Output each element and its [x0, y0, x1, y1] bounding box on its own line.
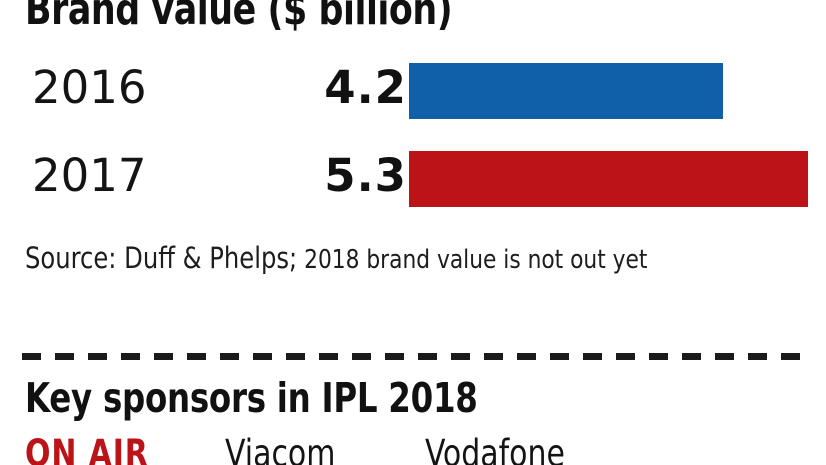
bar-row-year-label: 2017: [32, 149, 147, 202]
sponsor-logo-on-air: ON AIR: [25, 434, 149, 465]
bar-row: 2016 4.2: [0, 60, 826, 120]
source-note: Source: Duff & Phelps; 2018 brand value …: [25, 243, 750, 276]
bar-row-value-label: 4.2: [324, 61, 407, 114]
sponsor-row: ON AIR Viacom Vodafone: [25, 434, 825, 465]
source-note-tail: 2018 brand value is not out yet: [297, 245, 648, 275]
dashed-divider: [22, 353, 808, 360]
bar-2017: [409, 151, 808, 207]
bar-row: 2017 5.3: [0, 148, 826, 208]
chart-title: Brand value ($ billion): [25, 0, 453, 35]
source-note-lead: Source: Duff & Phelps;: [25, 241, 298, 275]
bar-2016: [409, 63, 723, 119]
sponsor-logo-viacom: Viacom: [225, 434, 336, 465]
sponsor-logo-vodafone: Vodafone: [425, 434, 565, 465]
bar-row-value-label: 5.3: [324, 149, 407, 202]
section-heading: Key sponsors in IPL 2018: [25, 374, 478, 422]
bar-row-year-label: 2016: [32, 61, 147, 114]
